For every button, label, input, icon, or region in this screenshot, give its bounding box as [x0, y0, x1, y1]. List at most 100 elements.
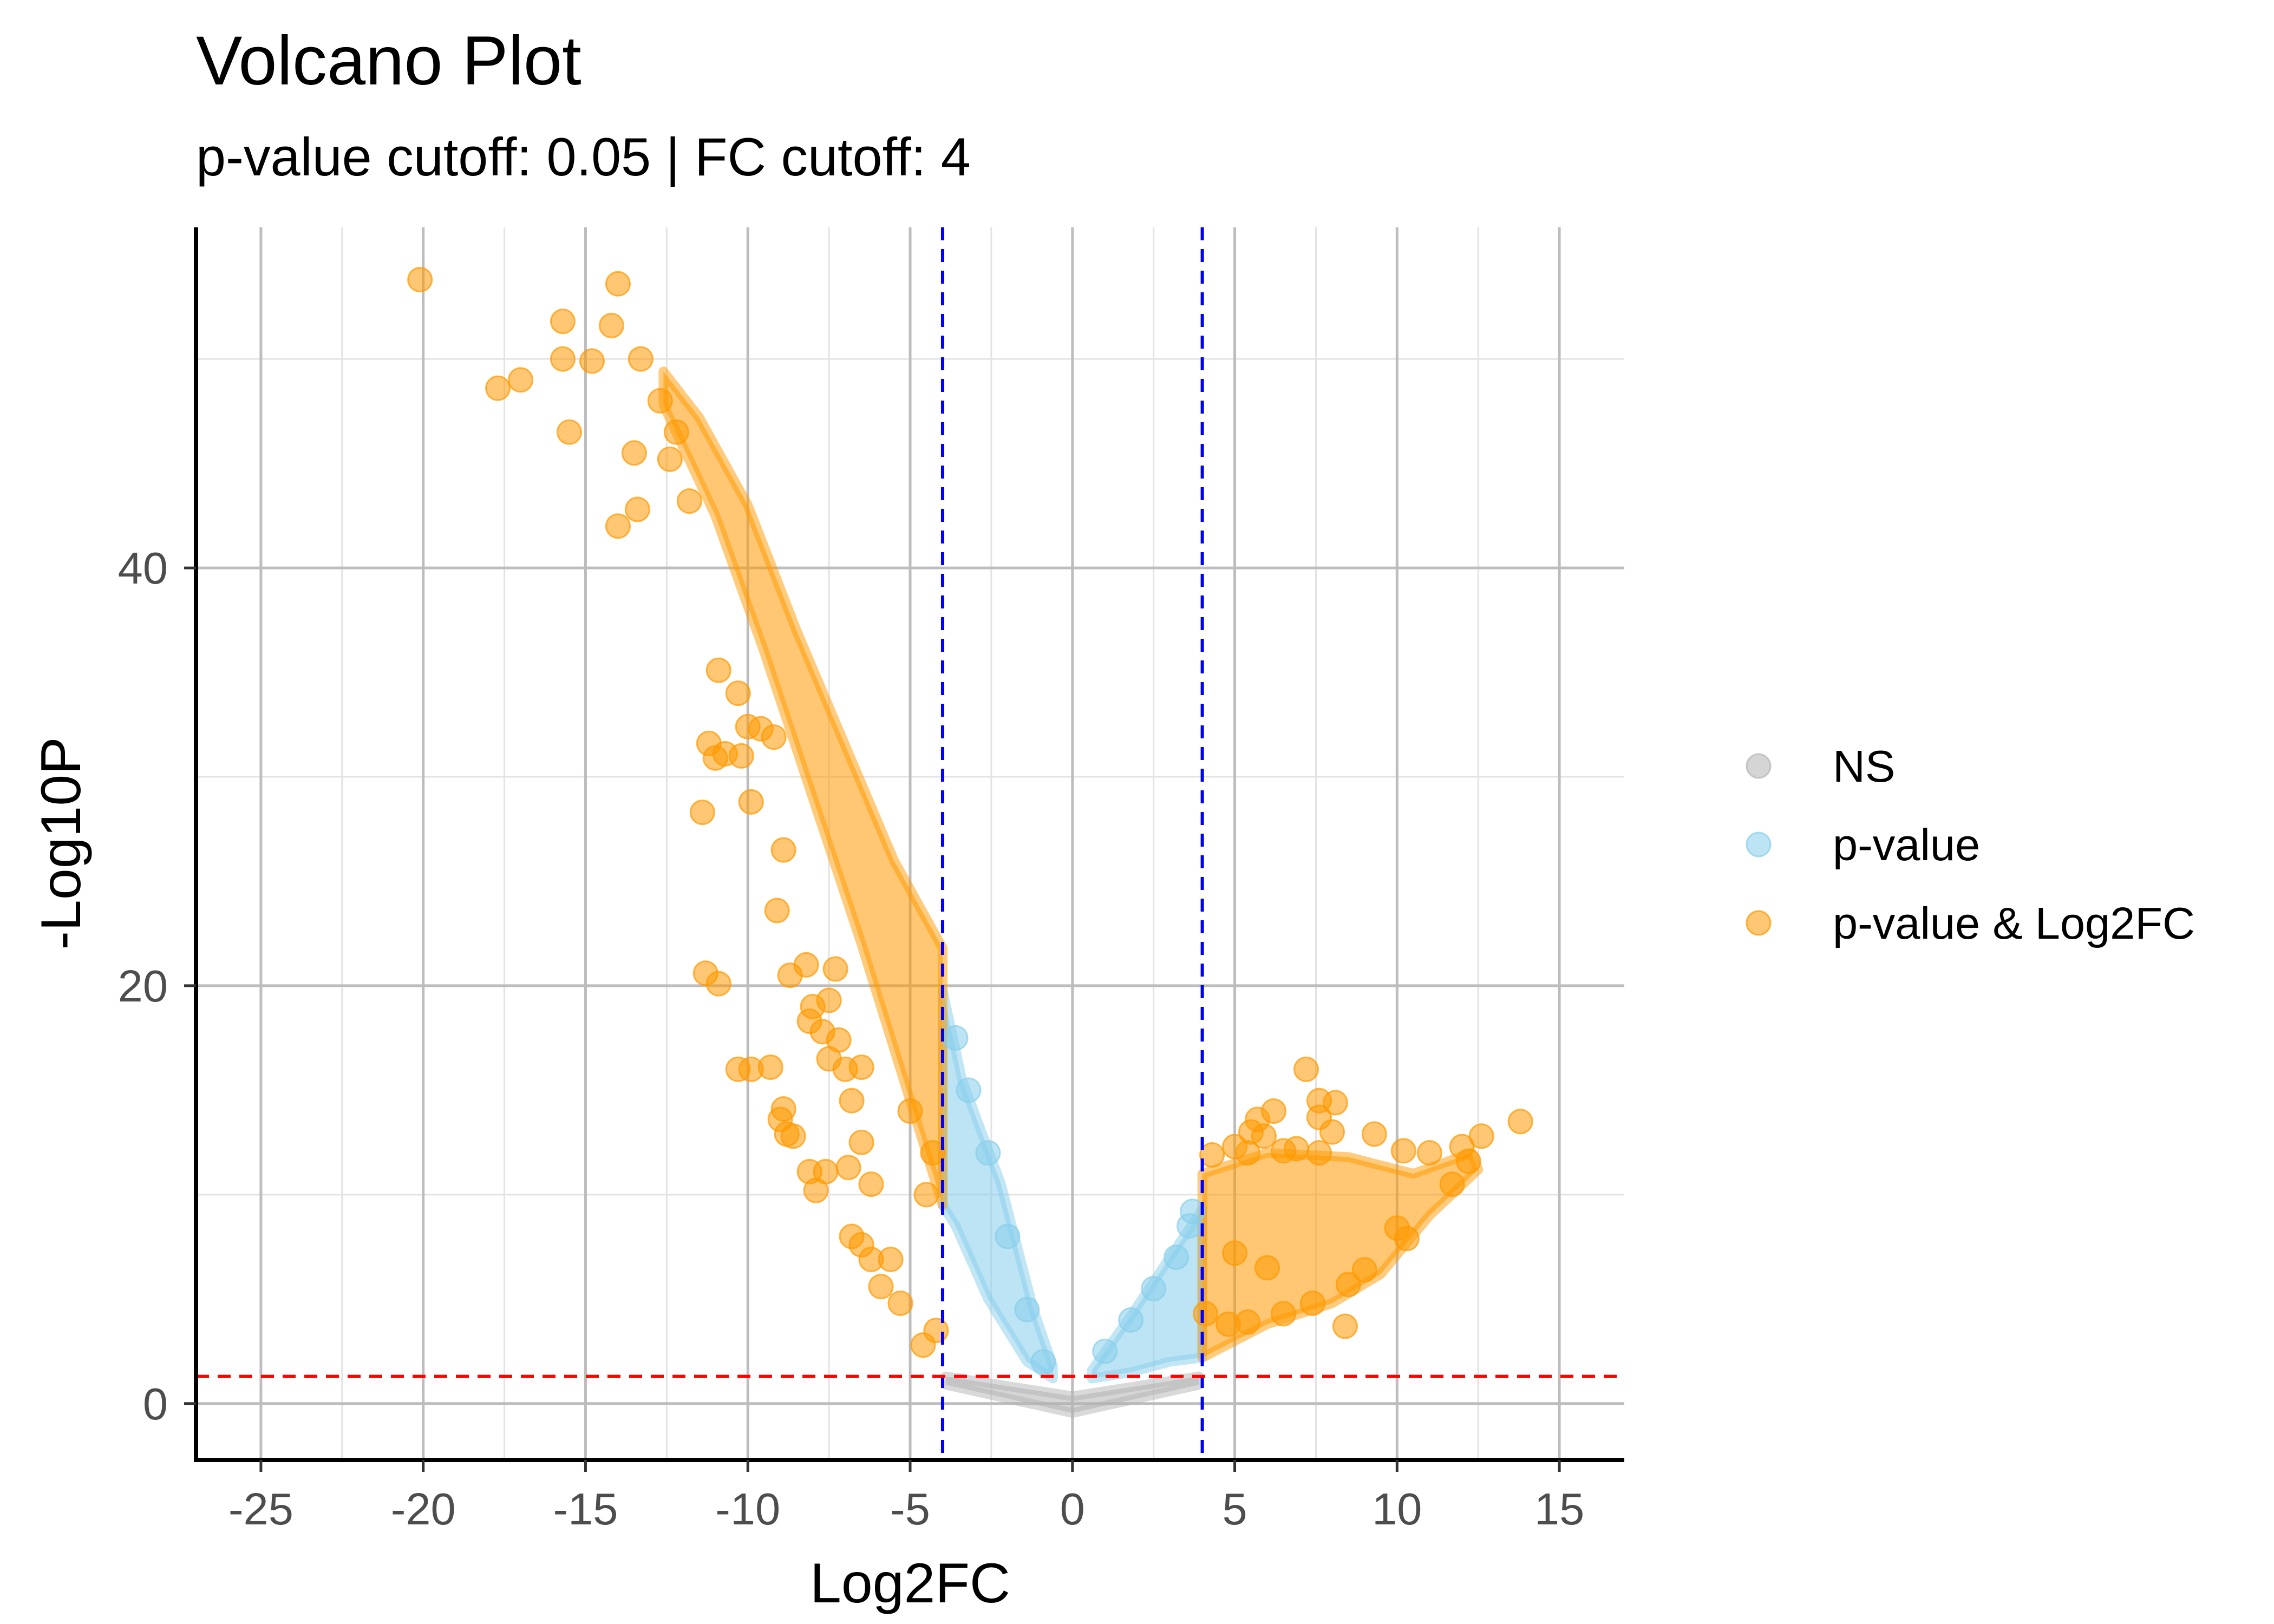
- point-p-value-log2fc: [605, 271, 631, 297]
- x-tick-label: -25: [228, 1484, 293, 1534]
- point-p-value-log2fc: [628, 346, 654, 372]
- point-p-value-log2fc: [485, 375, 511, 401]
- point-p-value-log2fc: [1222, 1240, 1248, 1266]
- pvalue-fc-left-band: [658, 366, 948, 1210]
- point-p-value-log2fc: [689, 800, 715, 826]
- point-p-value-log2fc: [508, 367, 534, 393]
- point-p-value: [1118, 1307, 1144, 1333]
- point-p-value-log2fc: [1332, 1313, 1358, 1339]
- x-tick-label: -5: [890, 1484, 930, 1534]
- point-p-value: [995, 1223, 1021, 1249]
- point-p-value-log2fc: [848, 1054, 874, 1080]
- point-p-value: [1141, 1276, 1167, 1302]
- point-p-value-log2fc: [579, 348, 605, 374]
- point-p-value-log2fc: [676, 488, 702, 514]
- point-p-value-log2fc: [1439, 1171, 1465, 1197]
- point-p-value-log2fc: [1394, 1226, 1420, 1252]
- point-p-value-log2fc: [868, 1274, 894, 1300]
- point-p-value-log2fc: [764, 898, 790, 924]
- x-axis-label: Log2FC: [810, 1552, 1010, 1615]
- point-p-value-log2fc: [725, 680, 751, 706]
- cutoff-layer: [196, 227, 1624, 1460]
- point-p-value-log2fc: [556, 419, 582, 445]
- point-p-value-log2fc: [848, 1129, 874, 1155]
- y-tick-label: 40: [118, 543, 168, 593]
- point-p-value-log2fc: [1455, 1148, 1481, 1174]
- point-p-value-log2fc: [835, 1155, 861, 1181]
- point-p-value-log2fc: [1351, 1257, 1377, 1283]
- point-p-value-log2fc: [1270, 1301, 1296, 1327]
- trend-layer: [658, 366, 1484, 1418]
- point-p-value: [1164, 1245, 1190, 1271]
- point-p-value-log2fc: [1270, 1138, 1296, 1164]
- point-p-value-log2fc: [878, 1247, 904, 1273]
- point-p-value-log2fc: [793, 952, 819, 978]
- x-ticks: -25 -20 -15 -10 -5 0 5 10 15: [228, 1460, 1584, 1534]
- point-p-value: [975, 1140, 1001, 1166]
- point-p-value: [1092, 1338, 1118, 1364]
- point-p-value-log2fc: [621, 440, 647, 466]
- legend-key-2: [1746, 910, 1772, 936]
- point-p-value-log2fc: [839, 1088, 865, 1114]
- point-p-value-log2fc: [407, 266, 433, 292]
- point-p-value-log2fc: [1216, 1311, 1241, 1337]
- point-p-value-log2fc: [1193, 1301, 1219, 1327]
- point-p-value-log2fc: [858, 1171, 884, 1197]
- point-p-value-log2fc: [761, 724, 787, 750]
- x-tick-label: 10: [1372, 1484, 1422, 1534]
- point-p-value-log2fc: [738, 789, 764, 815]
- legend-key-1: [1746, 831, 1772, 857]
- point-p-value-log2fc: [1306, 1140, 1332, 1166]
- point-p-value-log2fc: [803, 1177, 829, 1203]
- point-p-value-log2fc: [920, 1140, 946, 1166]
- point-p-value-log2fc: [1468, 1123, 1494, 1149]
- ns-trend-band: [940, 1371, 1204, 1418]
- x-tick-label: 15: [1534, 1484, 1584, 1534]
- point-p-value-log2fc: [1416, 1140, 1442, 1166]
- legend-key-0: [1746, 753, 1772, 779]
- y-tick-label: 20: [118, 961, 168, 1011]
- point-p-value-log2fc: [913, 1182, 939, 1208]
- x-tick-label: -10: [715, 1484, 780, 1534]
- point-p-value-log2fc: [780, 1123, 806, 1149]
- x-tick-label: 5: [1222, 1484, 1247, 1534]
- point-p-value-log2fc: [705, 657, 731, 683]
- x-tick-label: 0: [1060, 1484, 1085, 1534]
- point-p-value: [1014, 1296, 1040, 1322]
- points-layer: [407, 266, 1533, 1375]
- point-p-value-log2fc: [1507, 1109, 1533, 1135]
- chart-subtitle: p-value cutoff: 0.05 | FC cutoff: 4: [196, 127, 971, 187]
- point-p-value-log2fc: [1199, 1142, 1225, 1168]
- point-p-value-log2fc: [887, 1291, 913, 1317]
- grid-major: [196, 227, 1624, 1460]
- point-p-value-log2fc: [770, 837, 796, 863]
- point-p-value-log2fc: [598, 312, 624, 338]
- point-p-value-log2fc: [550, 346, 576, 372]
- y-ticks: 0 20 40: [118, 543, 196, 1429]
- chart-title: Volcano Plot: [196, 22, 581, 100]
- point-p-value-log2fc: [624, 496, 650, 522]
- point-p-value-log2fc: [897, 1098, 923, 1124]
- point-p-value-log2fc: [757, 1054, 783, 1080]
- point-p-value: [1180, 1199, 1206, 1224]
- point-p-value-log2fc: [550, 309, 576, 335]
- point-p-value-log2fc: [1260, 1098, 1286, 1124]
- legend-label-0: NS: [1833, 741, 1895, 791]
- point-p-value-log2fc: [1335, 1272, 1361, 1298]
- legend-label-1: p-value: [1833, 820, 1980, 870]
- point-p-value-log2fc: [705, 971, 731, 997]
- point-p-value-log2fc: [657, 446, 683, 472]
- point-p-value-log2fc: [1293, 1056, 1319, 1082]
- point-p-value-log2fc: [1235, 1140, 1261, 1166]
- point-p-value-log2fc: [923, 1318, 949, 1344]
- point-p-value: [943, 1025, 969, 1051]
- point-p-value: [956, 1077, 982, 1103]
- x-tick-label: -15: [553, 1484, 618, 1534]
- point-p-value-log2fc: [647, 388, 673, 414]
- x-tick-label: -20: [391, 1484, 456, 1534]
- legend: NS p-value p-value & Log2FC: [1746, 741, 2195, 948]
- y-tick-label: 0: [143, 1379, 168, 1429]
- point-p-value-log2fc: [712, 741, 738, 767]
- point-p-value-log2fc: [605, 513, 631, 539]
